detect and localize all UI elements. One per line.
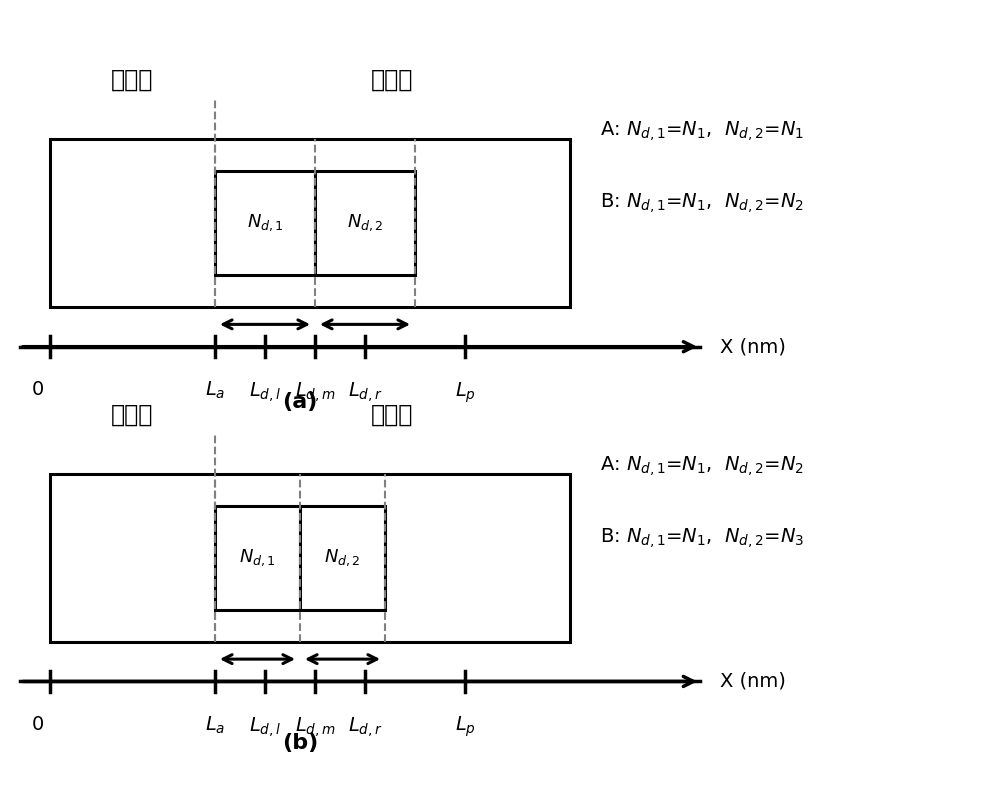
Text: $N_{d,1}$: $N_{d,1}$	[247, 213, 283, 234]
Text: 有源区: 有源区	[111, 68, 154, 92]
Text: A: $N_{d,1}$=$N_1$,  $N_{d,2}$=$N_1$: A: $N_{d,1}$=$N_1$, $N_{d,2}$=$N_1$	[600, 120, 804, 143]
Text: 有源区: 有源区	[111, 402, 154, 426]
Text: $L_{d,m}$: $L_{d,m}$	[295, 715, 335, 739]
Text: X (nm): X (nm)	[720, 337, 786, 356]
Bar	[300, 506, 385, 610]
Text: $N_{d,1}$: $N_{d,1}$	[239, 548, 276, 568]
Text: 0: 0	[32, 380, 44, 399]
Text: A: $N_{d,1}$=$N_1$,  $N_{d,2}$=$N_2$: A: $N_{d,1}$=$N_1$, $N_{d,2}$=$N_2$	[600, 454, 804, 478]
Text: $L_{d,m}$: $L_{d,m}$	[295, 380, 335, 404]
Bar	[215, 506, 300, 610]
Bar	[215, 171, 315, 275]
Text: $L_a$: $L_a$	[205, 380, 225, 402]
Text: $L_{d,r}$: $L_{d,r}$	[348, 715, 382, 739]
Text: $L_p$: $L_p$	[455, 380, 475, 405]
Text: $L_{d,l}$: $L_{d,l}$	[249, 380, 281, 404]
Text: 注入区: 注入区	[371, 402, 414, 426]
Text: X (nm): X (nm)	[720, 672, 786, 691]
Text: $L_{d,l}$: $L_{d,l}$	[249, 715, 281, 739]
Text: (a): (a)	[282, 392, 318, 413]
Text: B: $N_{d,1}$=$N_1$,  $N_{d,2}$=$N_3$: B: $N_{d,1}$=$N_1$, $N_{d,2}$=$N_3$	[600, 526, 804, 550]
Text: 注入区: 注入区	[371, 68, 414, 92]
Text: $L_a$: $L_a$	[205, 715, 225, 736]
Text: 0: 0	[32, 715, 44, 734]
Text: $L_{d,r}$: $L_{d,r}$	[348, 380, 382, 404]
Text: $N_{d,2}$: $N_{d,2}$	[347, 213, 383, 234]
Bar	[50, 474, 570, 642]
Bar	[50, 139, 570, 307]
Bar	[315, 171, 415, 275]
Text: $L_p$: $L_p$	[455, 715, 475, 740]
Text: $N_{d,2}$: $N_{d,2}$	[324, 548, 361, 568]
Text: (b): (b)	[282, 732, 318, 753]
Text: B: $N_{d,1}$=$N_1$,  $N_{d,2}$=$N_2$: B: $N_{d,1}$=$N_1$, $N_{d,2}$=$N_2$	[600, 191, 804, 215]
